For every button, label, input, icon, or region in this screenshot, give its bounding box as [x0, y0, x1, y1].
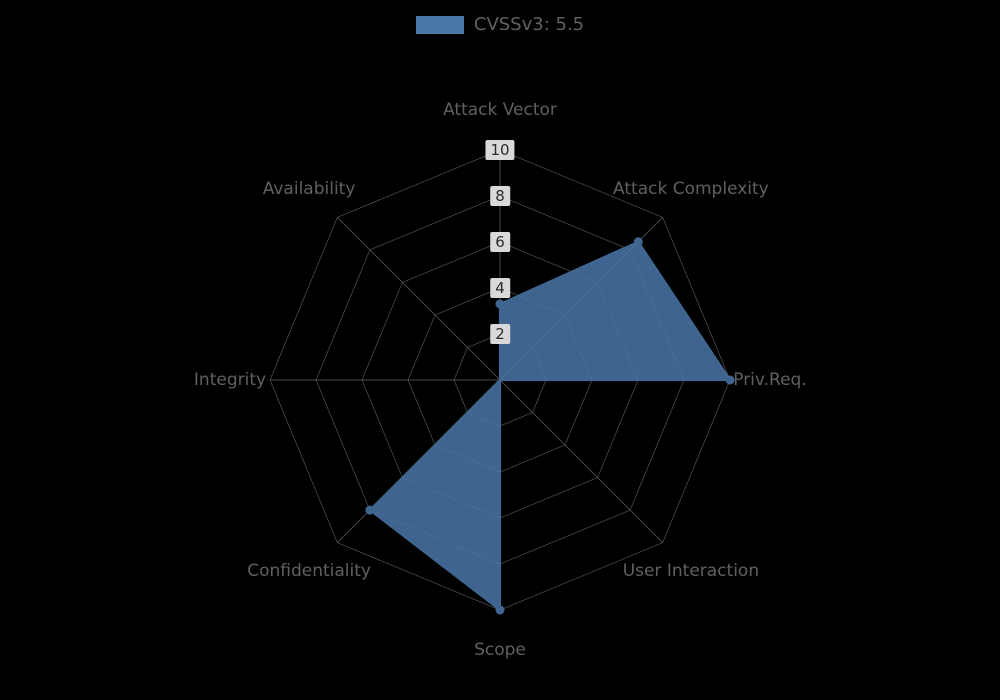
radar-chart: CVSSv3: 5.5 Attack Vector Attack Complexi…: [0, 0, 1000, 700]
tick-label: 2: [490, 324, 510, 344]
axis-label: Integrity: [194, 370, 266, 390]
axis-label: Confidentiality: [247, 561, 371, 581]
axis-label: Availability: [263, 179, 356, 199]
tick-label: 6: [490, 232, 510, 252]
legend-swatch: [416, 16, 464, 34]
axis-label: User Interaction: [623, 561, 759, 581]
legend-label: CVSSv3: 5.5: [474, 14, 584, 35]
axis-label: Scope: [474, 640, 526, 660]
tick-label: 4: [490, 278, 510, 298]
axis-label: Attack Vector: [443, 100, 557, 120]
axis-label: Attack Complexity: [613, 179, 769, 199]
axis-label: Priv.Req.: [733, 370, 807, 390]
tick-label: 10: [485, 140, 514, 160]
chart-legend: CVSSv3: 5.5: [0, 14, 1000, 38]
tick-label: 8: [490, 186, 510, 206]
